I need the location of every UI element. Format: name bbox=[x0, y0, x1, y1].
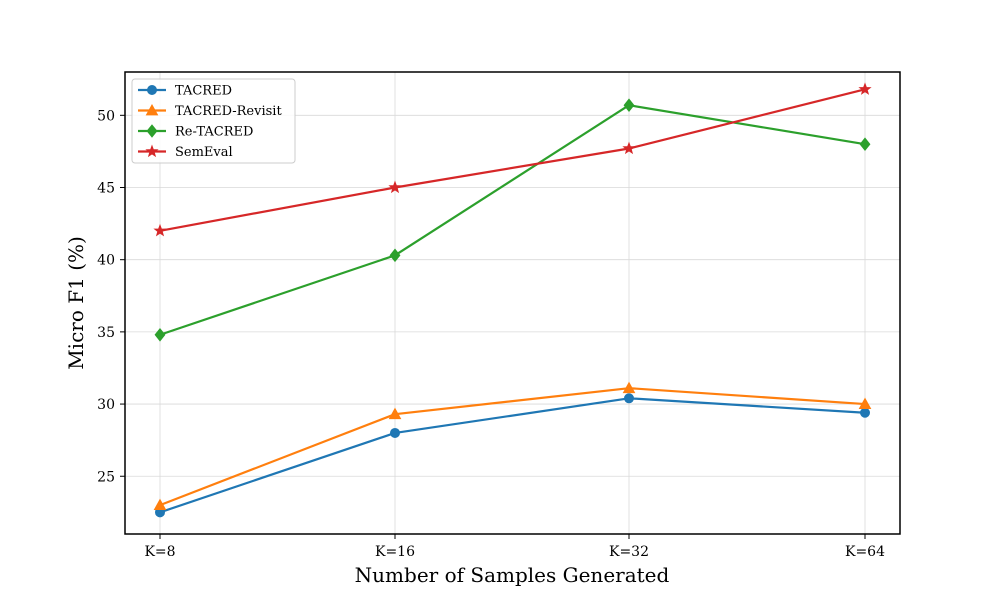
legend-item: SemEval bbox=[138, 144, 233, 160]
data-point bbox=[388, 180, 402, 194]
y-tick-label: 40 bbox=[97, 253, 115, 269]
y-tick-label: 50 bbox=[97, 108, 115, 124]
x-tick-label: K=64 bbox=[845, 544, 885, 560]
legend-marker bbox=[147, 85, 157, 95]
y-axis-title: Micro F1 (%) bbox=[64, 236, 88, 370]
legend-label: Re-TACRED bbox=[175, 125, 253, 140]
legend-item: TACRED-Revisit bbox=[138, 103, 282, 119]
series-semeval bbox=[153, 82, 872, 237]
legend-item: Re-TACRED bbox=[138, 124, 253, 140]
plot-frame bbox=[124, 71, 901, 535]
data-point bbox=[388, 407, 402, 420]
legend-marker bbox=[145, 144, 159, 158]
data-point bbox=[622, 381, 636, 394]
series-tacred bbox=[155, 393, 870, 518]
legend-label: TACRED bbox=[175, 84, 232, 99]
legend-item: TACRED bbox=[138, 84, 232, 99]
x-axis-title: Number of Samples Generated bbox=[355, 563, 670, 587]
data-point bbox=[153, 223, 167, 237]
y-axis-ticks: 25 30 35 40 45 50 bbox=[97, 108, 125, 485]
data-point bbox=[859, 137, 871, 151]
legend-label: TACRED-Revisit bbox=[175, 104, 282, 119]
data-point bbox=[858, 397, 872, 409]
legend-marker bbox=[146, 124, 158, 138]
x-tick-label: K=32 bbox=[609, 544, 649, 560]
data-point bbox=[389, 248, 401, 263]
x-axis-ticks: K=8 K=16 K=32 K=64 bbox=[144, 534, 885, 560]
series-lines bbox=[153, 82, 872, 518]
legend: TACRED TACRED-Revisit Re-TACRED SemEval bbox=[131, 78, 296, 164]
data-point bbox=[153, 498, 167, 511]
legend-label: SemEval bbox=[175, 145, 233, 160]
series-line bbox=[159, 104, 866, 336]
x-tick-label: K=8 bbox=[144, 544, 175, 560]
data-point bbox=[860, 407, 870, 418]
x-tick-label: K=16 bbox=[375, 544, 415, 560]
series-line bbox=[159, 397, 866, 514]
data-point bbox=[624, 393, 634, 404]
series-re-tacred bbox=[154, 98, 871, 342]
series-line bbox=[159, 88, 866, 232]
data-point bbox=[622, 141, 636, 155]
data-point bbox=[390, 427, 400, 438]
series-tacred-revisit bbox=[153, 381, 872, 511]
data-point bbox=[154, 327, 166, 342]
y-tick-label: 35 bbox=[97, 325, 115, 341]
data-point bbox=[623, 98, 635, 113]
legend-box bbox=[131, 78, 296, 164]
series-line bbox=[159, 387, 866, 507]
y-tick-label: 45 bbox=[97, 181, 115, 197]
y-tick-label: 25 bbox=[97, 469, 115, 485]
legend-marker bbox=[145, 103, 159, 116]
y-tick-label: 30 bbox=[97, 397, 115, 413]
data-point bbox=[858, 82, 872, 95]
